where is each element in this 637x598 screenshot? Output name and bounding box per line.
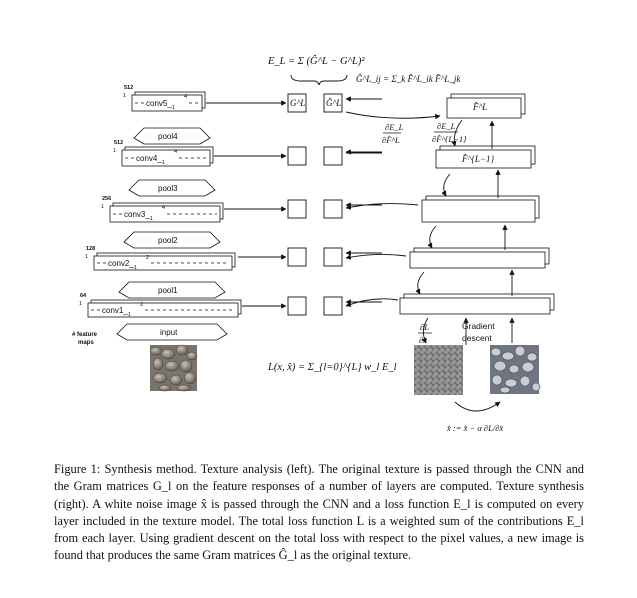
layer-channels: 512 xyxy=(124,85,133,91)
loss-formula: L(x, x̂) = Σ_{l=0}^{L} w_l E_l xyxy=(267,362,397,373)
gradient-descent-label-2: descent xyxy=(462,333,492,343)
svg-text:pool1: pool1 xyxy=(158,286,178,295)
F-hat-L-1-label: F̂^{L−1} xyxy=(461,154,494,164)
input-box: input xyxy=(116,323,228,341)
svg-text:pool3: pool3 xyxy=(158,184,178,193)
backprop-arrow xyxy=(427,225,437,249)
update-formula: x̂ := x̂ − α ∂L/∂x̂ xyxy=(446,423,504,433)
grad-L-x: ∂L ∂x̂ xyxy=(418,322,432,345)
svg-text:pool4: pool4 xyxy=(158,132,178,141)
input-texture-image xyxy=(149,344,198,392)
layer-channels: 256 xyxy=(102,196,111,202)
layer-one: 1 xyxy=(85,254,88,260)
svg-text:∂E_L: ∂E_L xyxy=(437,121,456,131)
white-noise-image xyxy=(414,345,463,395)
gram-G-label: G^L xyxy=(290,98,305,108)
pool-pool2: pool2 xyxy=(123,231,221,249)
right-layer-2 xyxy=(435,145,536,169)
right-layer-3 xyxy=(421,195,540,223)
svg-text:∂E_L: ∂E_L xyxy=(385,122,404,132)
F-hat-L-label: F̂^L xyxy=(472,102,487,112)
gram-arrow xyxy=(345,253,407,260)
layer-sup: 2 xyxy=(140,302,143,308)
right-network xyxy=(345,93,555,345)
svg-text:∂F̂^L: ∂F̂^L xyxy=(382,135,400,145)
energy-formula: E_L = Σ (Ĝ^L − G^L)² xyxy=(267,55,365,67)
right-layer-1 xyxy=(446,93,526,119)
layer-sup: 2 xyxy=(146,255,149,261)
svg-text:∂L: ∂L xyxy=(420,322,429,332)
figure-caption: Figure 1: Synthesis method. Texture anal… xyxy=(54,462,584,563)
layer-channels: 512 xyxy=(114,140,123,146)
backprop-arrow xyxy=(451,119,463,147)
gram-arrow xyxy=(345,298,399,307)
layer-one: 1 xyxy=(101,204,104,210)
layer-sup: 4 xyxy=(162,205,165,211)
energy-brace xyxy=(290,74,348,86)
gram-row-2 xyxy=(214,146,382,166)
grad-E-F: ∂E_L ∂F̂^L xyxy=(382,122,404,145)
pool-pool1: pool1 xyxy=(118,281,226,299)
svg-text:pool2: pool2 xyxy=(158,236,178,245)
gram-G-hat-label: Ĝ^L xyxy=(326,98,341,108)
layer-channels: 128 xyxy=(86,246,95,252)
synthesized-texture-image xyxy=(490,345,541,394)
gram-arrow xyxy=(345,203,419,210)
feature-maps-label-1: # feature xyxy=(72,332,98,338)
gram-row-4 xyxy=(238,247,382,267)
gram-row-5 xyxy=(242,296,382,316)
synthesis-method-figure: E_L = Σ (Ĝ^L − G^L)² Ĝ^L_ij = Σ_k F̂^L_i… xyxy=(72,55,555,433)
svg-text:input: input xyxy=(160,328,178,337)
gradient-descent-label-1: Gradient xyxy=(462,321,495,331)
layer-one: 1 xyxy=(123,93,126,99)
layer-sup: 4 xyxy=(174,149,177,155)
backprop-arrow xyxy=(415,271,425,295)
gram-row-3 xyxy=(224,199,382,219)
grad-E-F-prev: ∂E_L ∂F̂^{L−1} xyxy=(432,121,467,144)
update-arrow xyxy=(454,401,501,412)
gram-matrices xyxy=(206,93,441,316)
feature-maps-label-2: maps xyxy=(78,340,94,346)
right-layer-4 xyxy=(409,247,550,269)
backprop-arrow xyxy=(441,173,451,197)
left-network: conv5_145121conv4_145121conv3_142561conv… xyxy=(79,85,242,341)
layer-channels: 64 xyxy=(80,293,87,299)
layer-sup: 4 xyxy=(184,94,187,100)
layer-one: 1 xyxy=(79,301,82,307)
pool-pool4: pool4 xyxy=(133,127,211,145)
right-layer-5 xyxy=(399,293,555,315)
pool-pool3: pool3 xyxy=(128,179,216,197)
svg-text:∂x̂: ∂x̂ xyxy=(419,335,427,345)
gram-formula: Ĝ^L_ij = Σ_k F̂^L_ik F̂^L_jk xyxy=(356,74,461,84)
svg-text:∂F̂^{L−1}: ∂F̂^{L−1} xyxy=(432,134,467,144)
layer-one: 1 xyxy=(113,148,116,154)
gram-row-1 xyxy=(206,93,382,113)
